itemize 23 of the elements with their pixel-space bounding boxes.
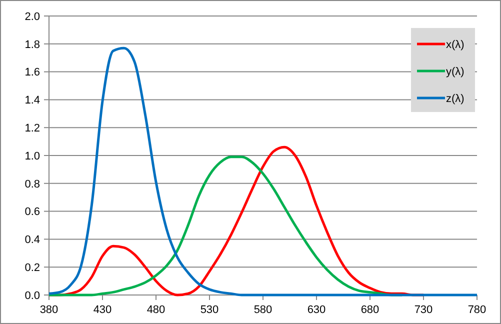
y-tick-label: 1.2 — [24, 122, 40, 134]
legend-label: y(λ) — [446, 66, 464, 78]
y-tick-label: 0.8 — [24, 178, 40, 190]
y-tick-label: 0.2 — [24, 262, 40, 274]
y-tick-label: 1.8 — [24, 38, 40, 51]
legend-label: z(λ) — [446, 92, 464, 105]
x-tick-label: 480 — [146, 304, 166, 316]
y-tick-label: 0.6 — [24, 206, 40, 218]
y-tick-label: 0.4 — [24, 234, 40, 246]
x-tick-label: 730 — [414, 304, 433, 316]
x-tick-label: 680 — [360, 304, 380, 316]
y-tick-label: 0.0 — [24, 290, 40, 302]
y-tick-label: 1.4 — [24, 94, 40, 107]
x-tick-label: 530 — [200, 304, 219, 316]
x-tick-label: 380 — [40, 304, 58, 316]
x-tick-label: 580 — [254, 304, 272, 316]
legend-label: x(λ) — [446, 38, 464, 51]
x-tick-label: 630 — [307, 304, 326, 316]
x-tick-label: 430 — [93, 304, 112, 316]
x-tick-label: 780 — [468, 304, 486, 316]
y-tick-label: 2.0 — [24, 10, 40, 23]
y-tick-label: 1.0 — [24, 150, 40, 162]
y-tick-label: 1.6 — [24, 66, 40, 79]
